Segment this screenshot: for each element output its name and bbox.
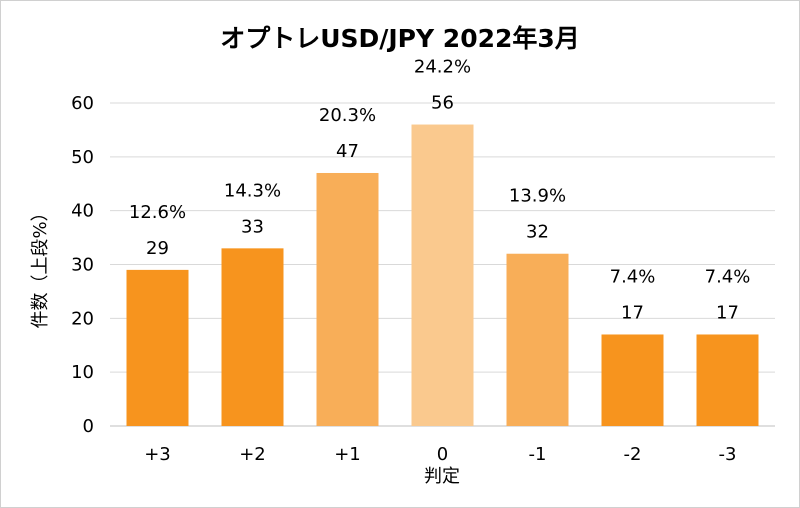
- x-tick-label: 0: [437, 444, 448, 465]
- x-tick-labels: +3 +2 +1 0 -1 -2 -3: [144, 444, 736, 465]
- x-tick-label: -2: [624, 444, 642, 465]
- bar: [316, 172, 379, 426]
- value-label: 33: [241, 216, 264, 237]
- y-tick-labels: 0 10 20 30 40 50 60: [71, 93, 94, 437]
- bar: [221, 248, 284, 426]
- y-axis-title: 件数（上段%）: [30, 203, 51, 328]
- x-tick-label: +3: [144, 444, 171, 465]
- value-label: 17: [621, 302, 644, 323]
- x-axis-title: 判定: [424, 466, 460, 487]
- data-labels: 29 12.6% 33 14.3% 47 20.3% 56 24.2% 32 13.9% 17 7.4…: [129, 57, 750, 324]
- percent-label: 7.4%: [705, 266, 751, 287]
- bar: [126, 269, 189, 426]
- x-tick-label: +2: [239, 444, 266, 465]
- x-tick-label: +1: [334, 444, 361, 465]
- percent-label: 13.9%: [509, 186, 566, 207]
- value-label: 47: [336, 141, 359, 162]
- bar: [696, 334, 759, 426]
- percent-label: 14.3%: [224, 180, 281, 201]
- y-tick-label: 20: [71, 308, 94, 329]
- value-label: 29: [146, 238, 169, 259]
- value-label: 56: [431, 93, 454, 114]
- value-label: 32: [526, 222, 549, 243]
- y-tick-label: 50: [71, 147, 94, 168]
- y-tick-label: 40: [71, 201, 94, 222]
- bar: [506, 253, 569, 426]
- x-tick-label: -3: [719, 444, 737, 465]
- value-label: 17: [716, 302, 739, 323]
- percent-label: 24.2%: [414, 57, 471, 78]
- percent-label: 7.4%: [610, 266, 656, 287]
- y-tick-label: 30: [71, 255, 94, 276]
- bar: [601, 334, 664, 426]
- y-tick-label: 0: [83, 416, 94, 437]
- percent-label: 20.3%: [319, 105, 376, 126]
- chart-title: オプトレUSD/JPY 2022年3月: [220, 24, 580, 53]
- y-tick-label: 10: [71, 362, 94, 383]
- bars: [126, 124, 759, 427]
- percent-label: 12.6%: [129, 202, 186, 223]
- x-tick-label: -1: [529, 444, 547, 465]
- bar: [411, 124, 474, 427]
- y-tick-label: 60: [71, 93, 94, 114]
